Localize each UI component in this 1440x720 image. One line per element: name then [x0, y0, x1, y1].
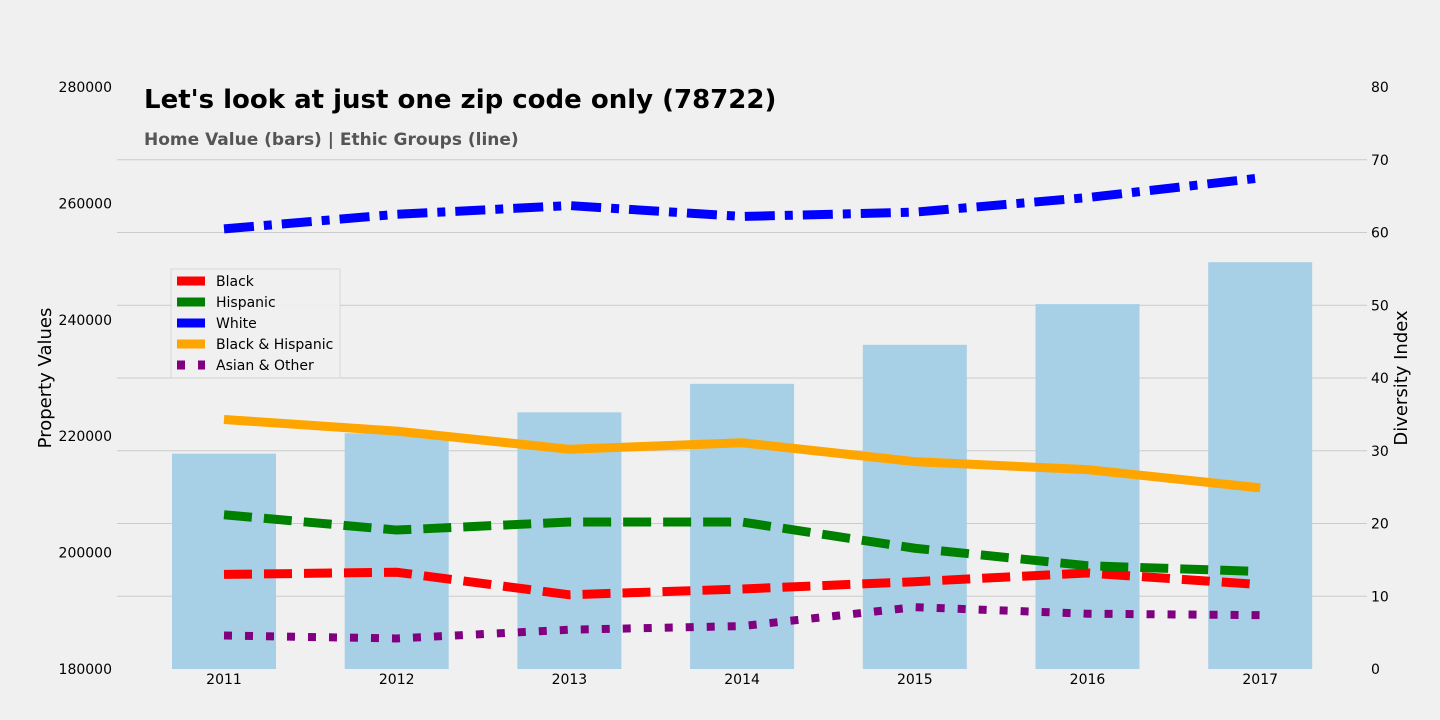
x-tick-label: 2017 — [1242, 672, 1278, 688]
x-tick-label: 2012 — [379, 672, 415, 688]
legend-label: Hispanic — [216, 295, 276, 311]
right-tick-label: 80 — [1371, 80, 1389, 96]
left-tick-label: 260000 — [59, 196, 112, 212]
x-tick-label: 2013 — [552, 672, 588, 688]
right-axis-label: Diversity Index — [1391, 310, 1412, 446]
right-tick-label: 60 — [1371, 226, 1389, 242]
right-tick-label: 0 — [1371, 662, 1380, 678]
x-tick-label: 2015 — [897, 672, 933, 688]
legend-label: White — [216, 316, 257, 332]
x-tick-label: 2011 — [206, 672, 242, 688]
series-line-black-hispanic — [223, 414, 1261, 493]
legend-label: Black — [216, 274, 255, 290]
right-tick-label: 10 — [1371, 589, 1389, 605]
bar-2011 — [172, 453, 276, 669]
bar-2012 — [344, 433, 449, 669]
bar-2015 — [862, 344, 967, 669]
bar-2016 — [1035, 304, 1140, 669]
bar-2017 — [1208, 262, 1313, 669]
legend-label: Black & Hispanic — [216, 337, 333, 353]
x-tick-label: 2014 — [724, 672, 760, 688]
left-tick-label: 220000 — [59, 429, 112, 445]
series-line-asian-other — [223, 603, 1261, 643]
left-tick-label: 280000 — [59, 80, 112, 96]
left-axis-ticks: 180000 200000 220000 240000 260000 280000 — [59, 80, 112, 678]
left-tick-label: 240000 — [59, 313, 112, 329]
left-tick-label: 180000 — [59, 662, 112, 678]
legend-label: Asian & Other — [216, 358, 314, 374]
right-tick-label: 20 — [1371, 517, 1389, 533]
left-axis-label: Property Values — [35, 308, 56, 449]
x-axis-ticks: 2011 2012 2013 2014 2015 2016 2017 — [206, 672, 1278, 688]
legend: Black Hispanic White Black & Hispanic Asian … — [170, 268, 341, 379]
series-line-white — [223, 173, 1261, 234]
right-tick-label: 70 — [1371, 153, 1389, 169]
chart-title: Let's look at just one zip code only (78… — [144, 85, 776, 115]
right-tick-label: 40 — [1371, 371, 1389, 387]
right-tick-label: 50 — [1371, 298, 1389, 314]
right-tick-label: 30 — [1371, 444, 1389, 460]
x-tick-label: 2016 — [1070, 672, 1106, 688]
chart-subtitle: Home Value (bars) | Ethic Groups (line) — [144, 130, 519, 150]
right-axis-ticks: 0 10 20 30 40 50 60 70 80 — [1371, 80, 1389, 678]
left-tick-label: 200000 — [59, 546, 112, 562]
series-line-black — [223, 567, 1261, 600]
series-line-hispanic — [223, 510, 1261, 577]
bars — [172, 262, 1313, 669]
series-lines — [223, 173, 1261, 643]
